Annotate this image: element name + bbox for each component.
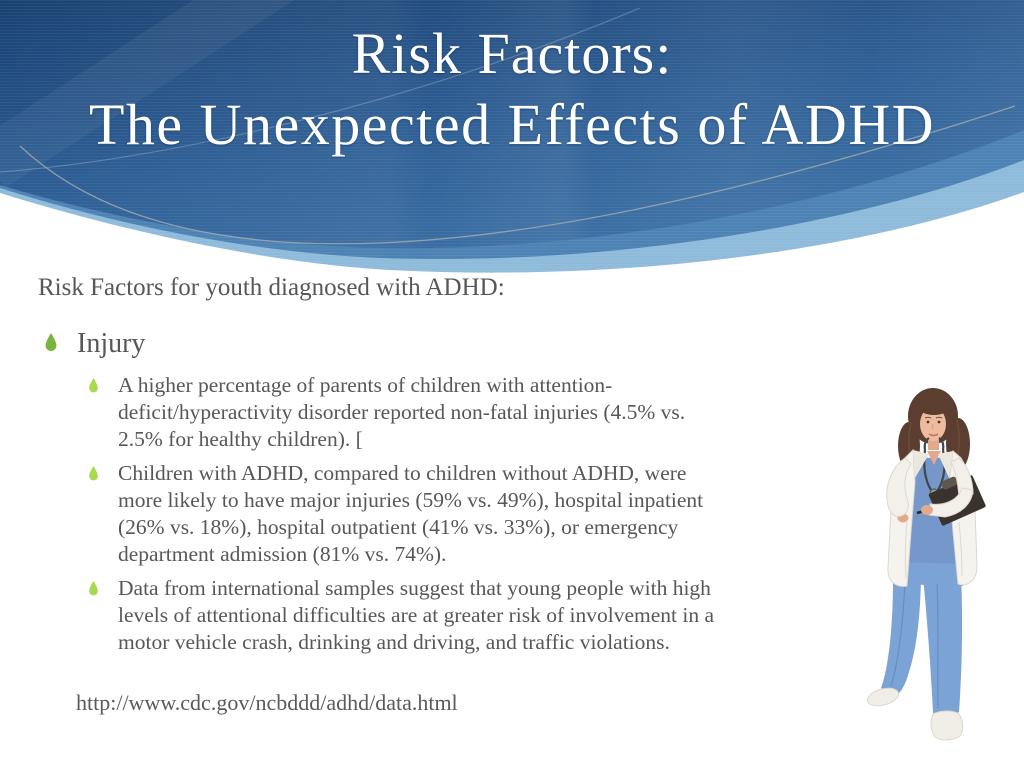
shoes: [866, 687, 964, 741]
text-line: deficit/hyperactivity disorder reported …: [118, 400, 686, 424]
face-features: [924, 416, 943, 437]
clinician-illustration: [866, 388, 986, 741]
bullet-label: Injury: [77, 328, 146, 359]
header-medium-band: [0, 0, 1024, 260]
droplet-bullet-icon: [88, 460, 99, 568]
header-banner: Risk Factors: The Unexpected Effects of …: [0, 0, 1024, 310]
droplet-bullet-icon: [88, 372, 99, 453]
header-banner-graphic: [0, 0, 1024, 273]
sub-bullet-item: A higher percentage of parents of childr…: [88, 372, 868, 453]
header-light-band: [0, 0, 1024, 273]
text-line: more likely to have major injuries (59% …: [118, 488, 704, 512]
droplet-bullet-icon: [88, 575, 99, 656]
sub-bullet-text: Children with ADHD, compared to children…: [118, 460, 703, 568]
sub-bullet-item: Data from international samples suggest …: [88, 575, 868, 656]
text-line: department admission (81% vs. 74%).: [118, 542, 447, 566]
sub-bullet-list: A higher percentage of parents of childr…: [88, 372, 868, 663]
source-url: http://www.cdc.gov/ncbddd/adhd/data.html: [76, 690, 458, 715]
title-line-2: The Unexpected Effects of ADHD: [89, 92, 935, 157]
text-line: Children with ADHD, compared to children…: [118, 461, 687, 485]
slide-title: Risk Factors: The Unexpected Effects of …: [0, 18, 1024, 160]
sub-bullet-text: Data from international samples suggest …: [118, 575, 714, 656]
text-line: 2.5% for healthy children). [: [118, 427, 363, 451]
text-line: A higher percentage of parents of childr…: [118, 373, 613, 397]
text-line: (26% vs. 18%), hospital outpatient (41% …: [118, 515, 679, 539]
sub-bullet-text: A higher percentage of parents of childr…: [118, 372, 685, 453]
title-line-1: Risk Factors:: [351, 21, 673, 86]
text-line: levels of attentional difficulties are a…: [118, 603, 715, 627]
droplet-bullet-icon: [44, 330, 58, 358]
bullet-item-injury: Injury: [44, 328, 145, 360]
neck: [928, 436, 939, 450]
decorative-arc: [19, 105, 1016, 245]
sub-bullet-item: Children with ADHD, compared to children…: [88, 460, 868, 568]
clinician-photo: [845, 372, 1015, 762]
header-main-shape: [0, 0, 1024, 249]
right-arm: [916, 457, 974, 518]
left-arm: [886, 457, 912, 523]
text-line: motor vehicle crash, drinking and drivin…: [118, 630, 670, 654]
intro-text: Risk Factors for youth diagnosed with AD…: [38, 274, 505, 301]
text-line: Data from international samples suggest …: [118, 576, 711, 600]
scrub-pants: [881, 562, 965, 716]
